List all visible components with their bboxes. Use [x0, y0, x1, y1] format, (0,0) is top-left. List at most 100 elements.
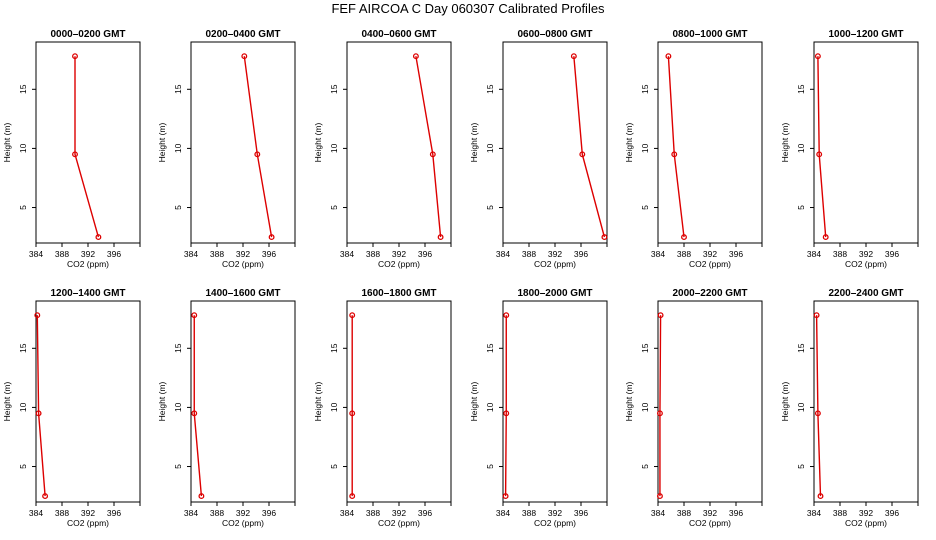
y-tick-label: 10 [640, 402, 650, 412]
y-tick-label: 5 [18, 464, 28, 469]
x-tick-label: 384 [184, 508, 198, 518]
x-tick-label: 388 [366, 508, 380, 518]
plot-frame [346, 41, 452, 244]
data-point [503, 410, 510, 417]
x-tick-label: 388 [677, 249, 691, 259]
x-tick-label: 384 [651, 249, 665, 259]
x-tick-label: 396 [729, 508, 743, 518]
x-tick-label: 384 [496, 249, 510, 259]
y-axis-label: Height (m) [2, 123, 12, 163]
data-point [657, 312, 664, 319]
y-tick-label: 5 [640, 464, 650, 469]
y-axis-label: Height (m) [313, 382, 323, 422]
x-tick-label: 396 [885, 508, 899, 518]
y-tick-label: 5 [640, 205, 650, 210]
x-tick-label: 392 [236, 249, 250, 259]
data-point [813, 312, 820, 319]
data-point [657, 410, 663, 417]
y-axis-label: Height (m) [469, 123, 479, 163]
x-tick-label: 392 [236, 508, 250, 518]
panel-title: 0000–0200 GMT [50, 29, 125, 40]
x-tick-label: 392 [859, 249, 873, 259]
x-tick-label: 384 [29, 249, 43, 259]
y-tick-label: 10 [485, 402, 495, 412]
x-tick-label: 396 [574, 249, 588, 259]
data-point [191, 312, 198, 319]
y-tick-label: 5 [173, 464, 183, 469]
panel-title: 2000–2200 GMT [672, 288, 747, 299]
y-tick-label: 15 [329, 84, 339, 94]
profile-line [415, 56, 442, 238]
panel-title: 1800–2000 GMT [517, 288, 592, 299]
x-tick-label: 392 [392, 249, 406, 259]
data-point [254, 151, 261, 158]
profile-line [74, 56, 100, 238]
y-tick-label: 5 [329, 464, 339, 469]
data-point [349, 493, 356, 500]
data-point [657, 493, 663, 500]
x-tick-label: 384 [29, 508, 43, 518]
profile-line [659, 315, 662, 497]
y-tick-label: 15 [173, 343, 183, 353]
x-axis-label: CO2 (ppm) [67, 518, 109, 528]
data-point [191, 410, 198, 417]
x-tick-label: 388 [833, 508, 847, 518]
data-point [198, 493, 205, 500]
plot-frame [190, 300, 296, 503]
plot-frame [657, 300, 763, 503]
y-tick-label: 15 [173, 84, 183, 94]
x-tick-label: 396 [262, 508, 276, 518]
data-point [570, 53, 577, 60]
x-tick-label: 388 [677, 508, 691, 518]
plot-frame [813, 300, 919, 503]
x-tick-label: 392 [548, 508, 562, 518]
y-tick-label: 10 [173, 402, 183, 412]
data-point [579, 151, 586, 158]
data-point [349, 312, 356, 319]
plot-frame [190, 41, 296, 244]
plot-frame [813, 41, 919, 244]
x-tick-label: 396 [107, 249, 121, 259]
profile-line [573, 56, 606, 238]
x-axis-label: CO2 (ppm) [67, 259, 109, 269]
profile-line [667, 56, 685, 238]
plot-frame [35, 41, 141, 244]
y-tick-label: 15 [640, 343, 650, 353]
y-tick-label: 15 [640, 84, 650, 94]
x-tick-label: 388 [366, 249, 380, 259]
x-tick-label: 392 [392, 508, 406, 518]
x-tick-label: 388 [522, 508, 536, 518]
y-tick-label: 15 [796, 343, 806, 353]
data-point [502, 493, 509, 500]
y-tick-label: 10 [18, 402, 28, 412]
y-axis-label: Height (m) [780, 382, 790, 422]
y-tick-label: 10 [796, 402, 806, 412]
y-tick-label: 5 [485, 464, 495, 469]
x-tick-label: 384 [340, 508, 354, 518]
x-tick-label: 396 [418, 249, 432, 259]
x-tick-label: 388 [833, 249, 847, 259]
data-point [268, 234, 275, 241]
data-point [671, 151, 678, 158]
profile-line [243, 56, 273, 238]
profile-line [504, 315, 507, 497]
y-tick-label: 5 [173, 205, 183, 210]
panel-title: 1600–1800 GMT [361, 288, 436, 299]
x-tick-label: 384 [807, 249, 821, 259]
profile-line [817, 56, 827, 238]
profile-line [815, 315, 822, 497]
y-tick-label: 15 [485, 84, 495, 94]
y-tick-label: 15 [796, 84, 806, 94]
data-point [349, 410, 356, 417]
profile-line [193, 315, 203, 497]
x-tick-label: 396 [574, 508, 588, 518]
x-tick-label: 384 [184, 249, 198, 259]
y-tick-label: 15 [329, 343, 339, 353]
y-tick-label: 10 [329, 402, 339, 412]
